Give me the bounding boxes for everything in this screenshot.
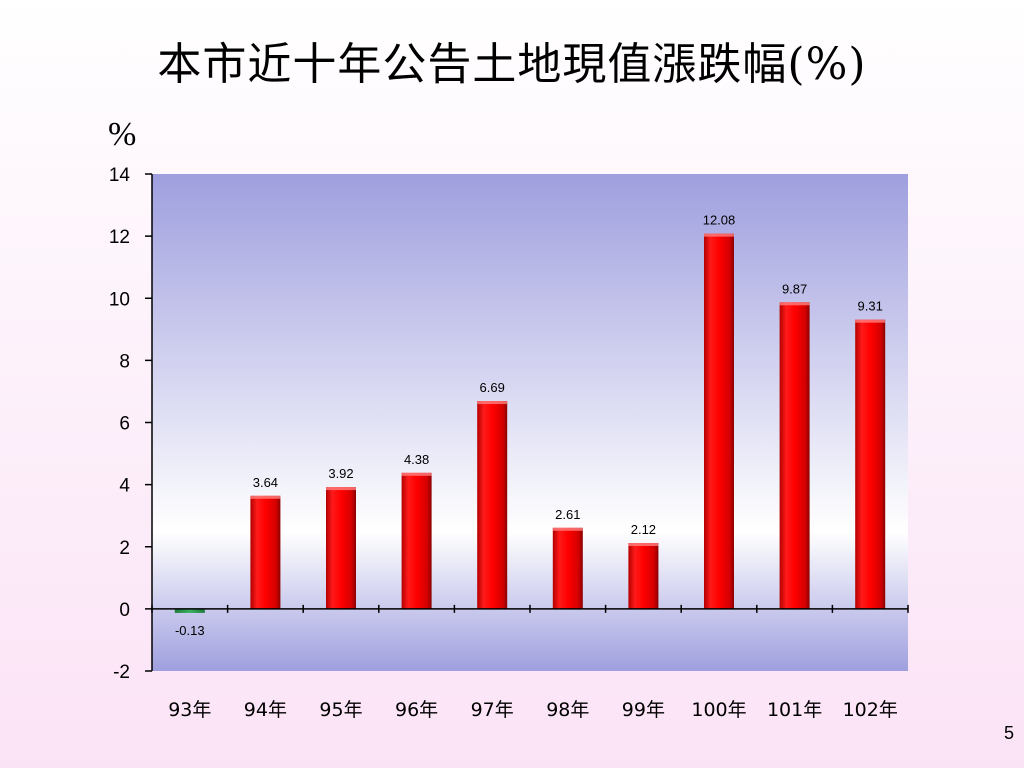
bar-100年 xyxy=(704,233,734,609)
x-tick-label: 102年 xyxy=(843,699,898,721)
data-label: 12.08 xyxy=(703,213,736,228)
y-tick-label: 12 xyxy=(109,227,130,248)
bar-97年 xyxy=(477,401,508,609)
bar-98年 xyxy=(552,527,583,609)
x-tick-label: 97年 xyxy=(471,699,514,721)
data-label: -0.13 xyxy=(175,623,205,638)
x-tick-label: 99年 xyxy=(622,699,665,721)
bar-highlight xyxy=(250,495,281,499)
y-tick-label: 6 xyxy=(119,414,130,435)
bar-highlight xyxy=(779,302,810,306)
data-label: 9.87 xyxy=(782,281,807,296)
x-tick-label: 96年 xyxy=(395,699,438,721)
y-tick-label: 2 xyxy=(119,538,130,559)
data-label: 4.38 xyxy=(404,452,429,467)
x-tick-label: 100年 xyxy=(691,699,746,721)
bar-highlight xyxy=(326,487,356,491)
y-tick-label: 14 xyxy=(109,165,131,186)
data-label: 2.12 xyxy=(631,522,656,537)
y-axis-unit-label: % xyxy=(108,116,137,153)
data-label: 9.31 xyxy=(858,299,883,314)
data-label: 3.64 xyxy=(253,475,278,490)
bar-highlight xyxy=(401,472,432,476)
bar-101年 xyxy=(779,302,810,609)
y-tick-label: 0 xyxy=(119,600,130,621)
x-tick-label: 98年 xyxy=(546,699,589,721)
bar-highlight xyxy=(628,543,659,547)
bar-99年 xyxy=(628,543,659,609)
slide-title: 本市近十年公告土地現值漲跌幅(%) xyxy=(157,39,867,90)
bar-96年 xyxy=(401,472,432,609)
bar-highlight xyxy=(855,319,886,323)
bar-102年 xyxy=(855,319,886,609)
data-label: 2.61 xyxy=(555,507,580,522)
x-tick-label: 101年 xyxy=(767,699,822,721)
y-tick-label: 4 xyxy=(119,476,130,497)
bar-highlight xyxy=(704,233,734,237)
data-label: 3.92 xyxy=(328,466,353,481)
page-number: 5 xyxy=(1003,723,1014,743)
x-tick-label: 93年 xyxy=(168,699,211,721)
x-tick-label: 95年 xyxy=(319,699,362,721)
bar-highlight xyxy=(552,527,583,531)
bar-highlight xyxy=(477,401,508,405)
bar-93年 xyxy=(174,608,205,613)
bar-94年 xyxy=(250,495,281,609)
x-tick-label: 94年 xyxy=(244,699,287,721)
data-label: 6.69 xyxy=(480,380,505,395)
y-tick-label: -2 xyxy=(113,662,130,683)
y-tick-label: 8 xyxy=(119,351,130,372)
bar-95年 xyxy=(326,487,356,609)
y-tick-label: 10 xyxy=(109,289,130,310)
